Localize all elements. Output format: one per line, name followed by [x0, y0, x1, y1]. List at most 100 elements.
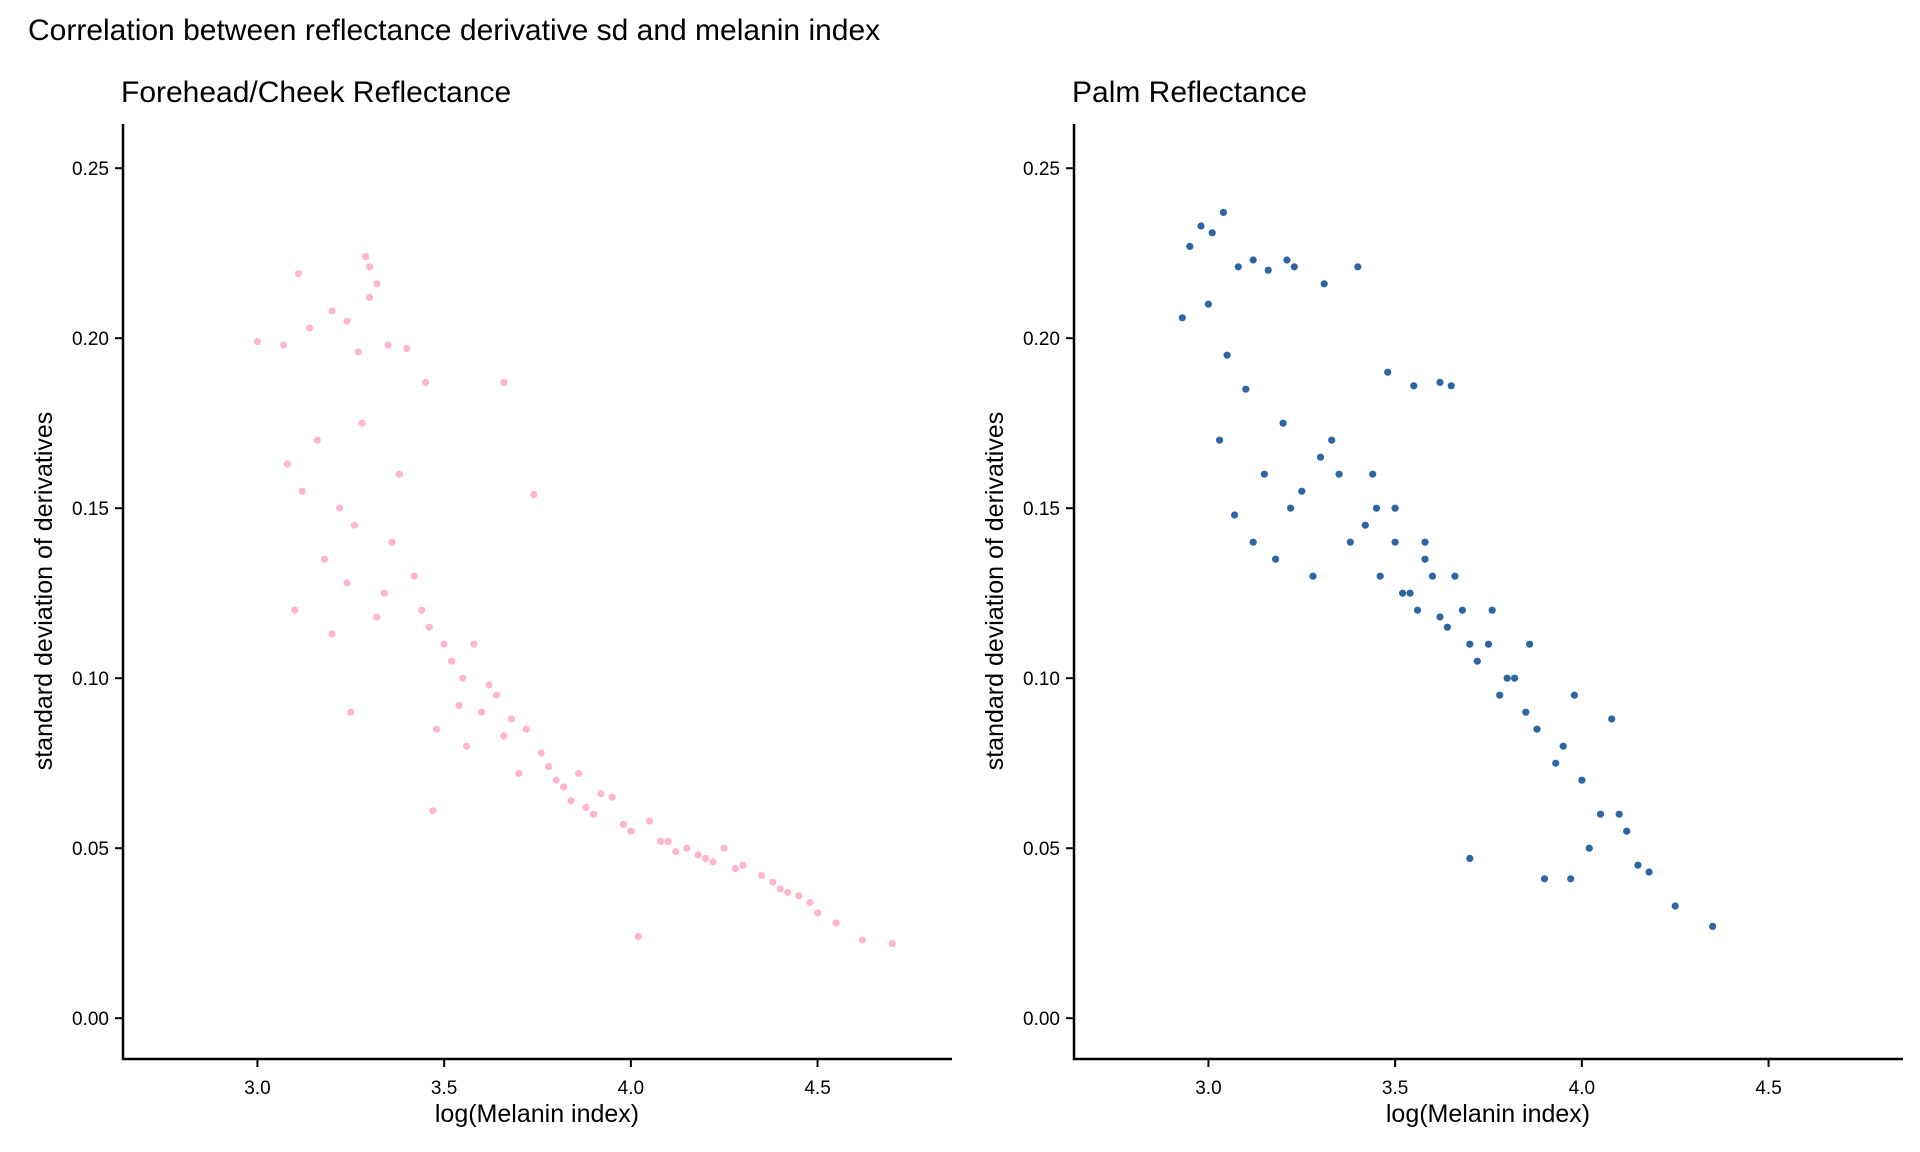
x-tick-label: 4.0: [1569, 1078, 1595, 1099]
x-axis-ticks: 3.0 3.5 4.0 4.5: [1195, 1059, 1782, 1099]
data-point: [1526, 640, 1534, 648]
y-tick-label: 0.00: [72, 1009, 109, 1030]
y-axis-label: standard deviation of derivatives: [981, 412, 1009, 771]
data-point: [683, 844, 691, 852]
data-point: [634, 933, 642, 941]
x-tick-label: 4.0: [618, 1078, 644, 1099]
data-point: [1249, 538, 1257, 546]
y-tick-label: 0.10: [72, 669, 109, 690]
data-point: [657, 837, 665, 846]
data-point: [1428, 572, 1437, 580]
y-tick-label: 0.15: [72, 499, 109, 520]
data-point: [283, 460, 291, 468]
data-point: [1197, 222, 1205, 230]
data-point: [500, 378, 508, 386]
data-point: [350, 521, 359, 529]
data-point: [1287, 504, 1295, 512]
data-point: [403, 344, 411, 352]
data-point: [1361, 521, 1369, 529]
x-tick-label: 3.0: [1195, 1078, 1221, 1099]
data-point: [1540, 875, 1549, 883]
data-point: [608, 793, 616, 801]
data-point: [1709, 922, 1717, 931]
data-point: [1208, 229, 1216, 237]
data-point: [1372, 504, 1381, 512]
data-point: [373, 613, 381, 621]
data-point: [1298, 487, 1306, 495]
data-point: [328, 307, 336, 315]
data-point: [701, 854, 710, 863]
data-point: [1447, 382, 1455, 390]
data-point: [455, 701, 463, 710]
data-point: [758, 871, 766, 880]
data-point: [343, 317, 351, 325]
data-point: [1406, 589, 1414, 597]
panel-forehead-cheek: Forehead/Cheek Reflectance 3.0 3.5 4.0 4.5 …: [30, 76, 952, 1128]
data-point: [694, 851, 702, 859]
data-point: [1645, 868, 1653, 876]
data-point: [1219, 208, 1227, 216]
data-point: [1511, 674, 1519, 682]
data-point: [1458, 606, 1466, 614]
y-tick-label: 0.25: [1023, 159, 1060, 180]
data-point: [1346, 538, 1354, 546]
data-point: [1279, 419, 1287, 427]
data-point: [1264, 266, 1272, 274]
data-point: [354, 348, 362, 356]
y-axis-ticks: 0.00 0.05 0.10 0.15 0.20 0.25: [1023, 159, 1074, 1030]
data-point: [582, 803, 590, 812]
data-point: [328, 630, 336, 638]
data-point: [373, 280, 381, 288]
data-point: [545, 763, 553, 771]
data-point: [537, 749, 545, 757]
data-point: [645, 817, 654, 825]
data-point: [1376, 572, 1384, 580]
data-point: [1443, 623, 1451, 631]
x-tick-label: 3.5: [431, 1078, 457, 1099]
data-point: [1570, 691, 1578, 699]
data-point: [769, 878, 777, 886]
data-point: [1272, 555, 1280, 563]
data-point: [888, 939, 896, 948]
data-point: [418, 606, 426, 614]
data-point: [1623, 827, 1631, 835]
data-point: [429, 807, 437, 815]
data-point: [388, 538, 396, 546]
data-point: [552, 776, 560, 784]
data-point: [515, 769, 523, 778]
data-point: [365, 293, 374, 301]
data-point: [1421, 555, 1429, 563]
data-point: [1585, 844, 1593, 852]
panel-title: Forehead/Cheek Reflectance: [121, 76, 511, 109]
panel-palm: Palm Reflectance 3.0 3.5 4.0 4.5 0.000.050.…: [981, 76, 1903, 1128]
data-point: [321, 555, 329, 563]
data-point: [784, 888, 792, 897]
x-tick-label: 3.5: [1382, 1078, 1408, 1099]
y-tick-label: 0.20: [72, 329, 109, 350]
data-point: [470, 640, 478, 648]
data-point: [1473, 657, 1481, 665]
y-tick-label: 0.05: [1023, 839, 1060, 860]
data-point: [425, 623, 433, 631]
data-point: [1533, 725, 1541, 733]
y-axis-label: standard deviation of derivatives: [30, 412, 58, 771]
data-point: [1186, 242, 1194, 250]
data-point: [1578, 776, 1586, 784]
data-point: [1335, 470, 1343, 478]
data-point: [1290, 263, 1298, 271]
data-point: [731, 865, 740, 873]
data-point: [1436, 378, 1444, 386]
data-point: [336, 504, 344, 512]
y-axis-ticks: 0.00 0.05 0.10 0.15 0.20 0.25: [72, 159, 123, 1030]
data-point: [358, 419, 366, 427]
data-point: [298, 487, 306, 495]
data-point: [575, 769, 583, 778]
data-point: [1671, 902, 1679, 910]
data-point: [280, 341, 288, 349]
data-point: [306, 324, 314, 332]
data-point: [619, 820, 628, 829]
data-point: [1391, 538, 1399, 546]
data-point: [1436, 613, 1444, 621]
data-point: [1216, 436, 1224, 444]
